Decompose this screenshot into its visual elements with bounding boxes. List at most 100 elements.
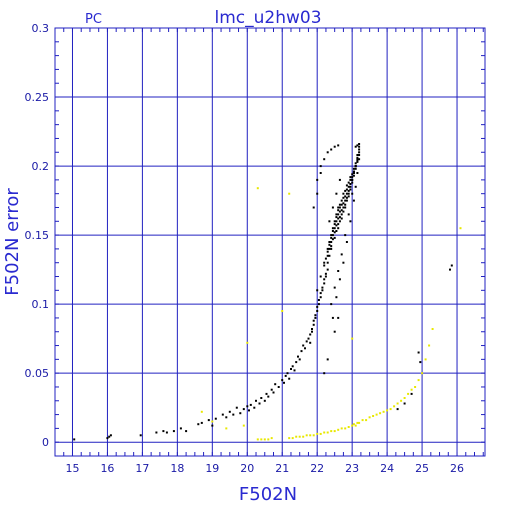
data-point-black <box>305 340 308 343</box>
data-point-black <box>207 419 210 422</box>
data-point-black <box>338 210 341 213</box>
data-point-black <box>235 406 238 409</box>
data-point-black <box>317 303 320 306</box>
data-point-black <box>106 437 109 440</box>
data-point-black <box>326 254 329 257</box>
data-point-black <box>283 381 285 384</box>
data-point-black <box>417 351 420 354</box>
data-point-black <box>108 435 111 438</box>
data-point-black <box>281 379 284 382</box>
data-point-yellow <box>407 392 410 395</box>
data-point-black <box>312 319 315 322</box>
data-point-yellow <box>393 405 396 408</box>
data-points <box>73 143 462 441</box>
data-point-black <box>221 413 224 416</box>
data-point-black <box>309 341 312 344</box>
data-point-yellow <box>421 372 424 375</box>
data-point-black <box>109 434 112 437</box>
data-point-yellow <box>372 415 375 417</box>
data-point-black <box>267 395 270 398</box>
data-point-black <box>316 305 319 308</box>
data-point-black <box>338 278 341 281</box>
data-point-black <box>351 178 354 181</box>
data-point-black <box>335 220 338 223</box>
data-point-black <box>356 159 359 162</box>
data-point-black <box>248 409 250 412</box>
data-point-black <box>349 183 352 185</box>
data-point-black <box>337 144 340 147</box>
data-point-black <box>340 253 343 256</box>
data-point-black <box>319 172 322 174</box>
data-point-yellow <box>200 410 203 413</box>
data-point-black <box>347 195 350 198</box>
data-point-black <box>260 397 263 399</box>
data-point-black <box>333 286 336 289</box>
data-point-black <box>330 234 333 237</box>
data-point-black <box>347 185 350 188</box>
data-point-yellow <box>386 409 389 412</box>
chart-title: lmc_u2hw03 <box>214 8 321 28</box>
data-point-black <box>309 333 312 336</box>
data-point-black <box>200 421 203 424</box>
corner-label: PC <box>85 12 102 27</box>
data-point-yellow <box>361 419 364 422</box>
data-point-black <box>358 145 361 148</box>
data-point-black <box>321 286 324 289</box>
data-point-black <box>337 213 340 216</box>
data-point-black <box>323 278 326 281</box>
data-point-yellow <box>333 430 336 433</box>
x-tick-label: 19 <box>205 462 219 475</box>
data-point-yellow <box>358 421 361 424</box>
data-point-black <box>162 430 165 433</box>
data-point-black <box>172 430 175 433</box>
data-point-black <box>272 391 275 394</box>
grid <box>55 27 485 456</box>
data-point-black <box>324 257 327 260</box>
y-tick-label: 0.25 <box>25 91 50 104</box>
data-point-black <box>344 203 347 206</box>
data-point-black <box>330 241 333 243</box>
data-point-black <box>316 178 319 181</box>
data-point-black <box>335 224 338 227</box>
data-point-black <box>330 148 333 151</box>
data-point-black <box>337 316 340 319</box>
data-point-black <box>165 431 168 434</box>
data-point-black <box>342 202 345 205</box>
data-point-black <box>326 247 329 250</box>
data-point-black <box>356 156 359 159</box>
data-point-yellow <box>288 192 291 195</box>
data-point-yellow <box>225 427 228 430</box>
data-point-black <box>354 162 357 165</box>
data-point-yellow <box>263 438 266 441</box>
data-point-black <box>349 178 352 181</box>
data-point-black <box>253 406 256 409</box>
data-point-black <box>337 227 340 230</box>
data-point-black <box>324 275 327 278</box>
data-point-black <box>302 344 305 347</box>
x-tick-label: 23 <box>345 462 359 475</box>
data-point-black <box>347 213 350 216</box>
data-point-black <box>319 296 322 299</box>
data-point-black <box>328 241 331 243</box>
data-point-black <box>331 316 334 319</box>
data-point-black <box>356 144 359 147</box>
data-point-black <box>340 209 343 212</box>
y-tick-label: 0.15 <box>25 229 50 242</box>
data-point-black <box>403 402 406 405</box>
data-point-black <box>347 181 350 184</box>
y-tick-label: 0.2 <box>32 160 50 173</box>
data-point-black <box>314 314 317 317</box>
data-point-black <box>351 192 354 195</box>
x-tick-label: 22 <box>310 462 324 475</box>
data-point-black <box>326 358 329 361</box>
data-point-black <box>214 417 217 420</box>
data-point-black <box>345 241 348 243</box>
data-point-black <box>311 330 313 333</box>
data-point-black <box>335 230 338 232</box>
data-point-black <box>330 247 333 250</box>
data-point-black <box>340 213 343 216</box>
data-point-black <box>316 192 319 195</box>
data-point-black <box>255 399 257 402</box>
data-point-yellow <box>330 430 333 433</box>
data-point-yellow <box>351 424 354 427</box>
